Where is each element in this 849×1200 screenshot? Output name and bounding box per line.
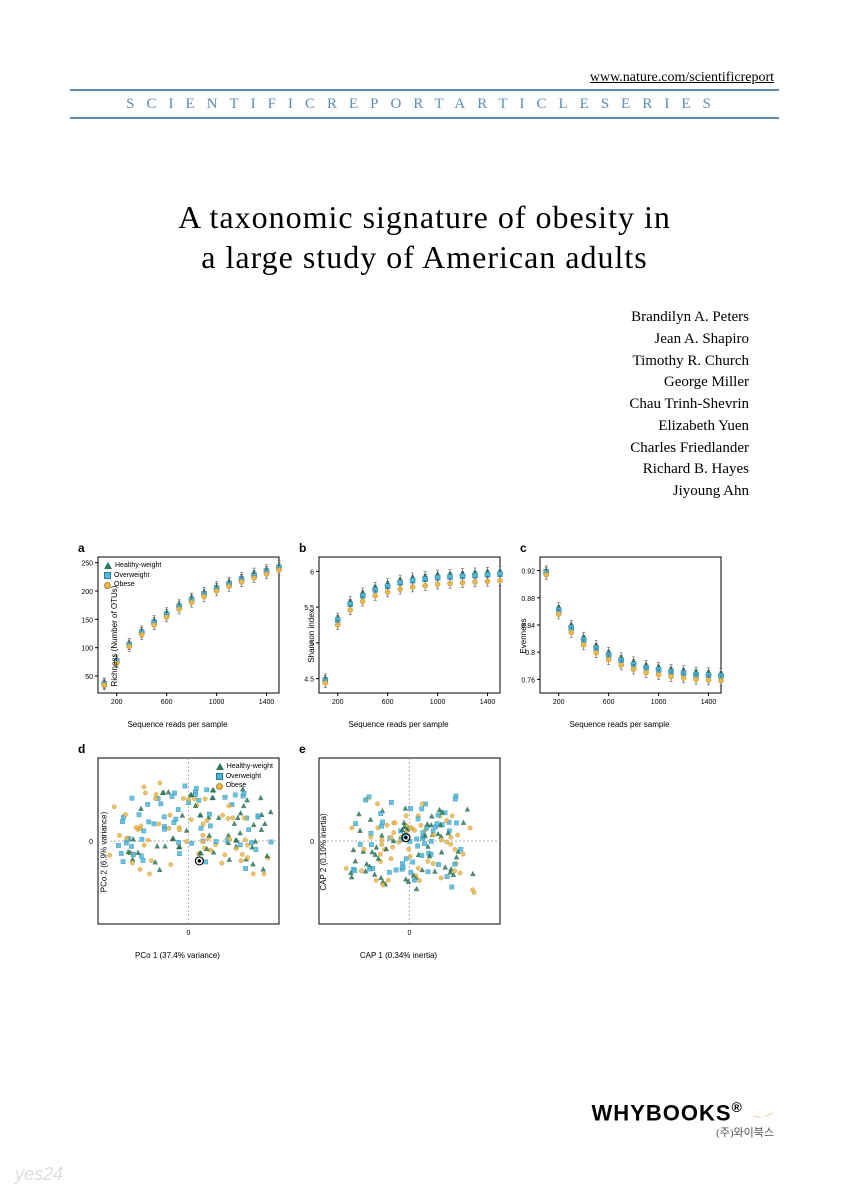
- panel-label: d: [78, 742, 85, 756]
- svg-text:1000: 1000: [430, 699, 446, 706]
- author: Jean A. Shapiro: [70, 329, 749, 351]
- y-axis-label: Evenness: [519, 618, 528, 653]
- y-axis-label: Shannon index: [307, 609, 316, 662]
- author: George Miller: [70, 372, 749, 394]
- svg-text:1400: 1400: [259, 699, 275, 706]
- svg-text:250: 250: [81, 560, 93, 567]
- panel-a: a Richness (Number of OTUs) Healthy-weig…: [70, 543, 285, 729]
- author: Brandilyn A. Peters: [70, 307, 749, 329]
- svg-text:0.76: 0.76: [521, 677, 535, 684]
- x-axis-label: CAP 1 (0.34% inertia): [291, 951, 506, 960]
- y-axis-label: CAP 2 (0.10% inertia): [319, 813, 328, 890]
- figure-row-2: d PCo 2 (6.9% variance) Healthy-weightOv…: [70, 744, 779, 960]
- svg-text:0: 0: [89, 839, 93, 846]
- svg-text:4.5: 4.5: [304, 676, 314, 683]
- panel-label: e: [299, 742, 306, 756]
- publisher-block: WHYBOOKS® (주)와이북스: [592, 1099, 774, 1140]
- x-axis-label: Sequence reads per sample: [70, 720, 285, 729]
- svg-text:200: 200: [111, 699, 123, 706]
- legend-item: Overweight: [216, 772, 273, 782]
- svg-text:200: 200: [81, 589, 93, 596]
- legend: Healthy-weightOverweightObese: [216, 762, 273, 791]
- author: Chau Trinh-Shevrin: [70, 394, 749, 416]
- legend: Healthy-weightOverweightObese: [104, 561, 161, 590]
- svg-text:50: 50: [85, 674, 93, 681]
- svg-text:1000: 1000: [209, 699, 225, 706]
- x-axis-label: PCo 1 (37.4% variance): [70, 951, 285, 960]
- svg-text:0.92: 0.92: [521, 568, 535, 575]
- legend-item: Obese: [216, 781, 273, 791]
- x-axis-label: Sequence reads per sample: [291, 720, 506, 729]
- panel-b: b Shannon index 4.555.5620060010001400 S…: [291, 543, 506, 729]
- figure-row-1: a Richness (Number of OTUs) Healthy-weig…: [70, 543, 779, 729]
- author: Timothy R. Church: [70, 351, 749, 373]
- author: Elizabeth Yuen: [70, 416, 749, 438]
- legend-item: Obese: [104, 580, 161, 590]
- y-axis-label: PCo 2 (6.9% variance): [100, 812, 109, 892]
- chart-svg: 0.760.80.840.880.9220060010001400: [512, 543, 727, 713]
- legend-item: Healthy-weight: [216, 762, 273, 772]
- y-axis-label: Richness (Number of OTUs): [110, 585, 119, 686]
- article-title: A taxonomic signature of obesity in a la…: [70, 197, 779, 277]
- panel-d: d PCo 2 (6.9% variance) Healthy-weightOv…: [70, 744, 285, 960]
- swoosh-icon: [752, 1110, 774, 1120]
- svg-text:200: 200: [332, 699, 344, 706]
- panel-label: a: [78, 541, 85, 555]
- chart-svg: 50 100 150 200 250 200 600 1000 1400: [70, 543, 285, 713]
- svg-text:600: 600: [161, 699, 173, 706]
- publisher-sub: (주)와이북스: [592, 1124, 774, 1140]
- svg-text:600: 600: [603, 699, 615, 706]
- panel-e: e CAP 2 (0.10% inertia) 0 0 CAP 1 (0.34% …: [291, 744, 506, 960]
- panel-c: c Evenness 0.760.80.840.880.922006001000…: [512, 543, 727, 729]
- author: Jiyoung Ahn: [70, 481, 749, 503]
- panel-label: b: [299, 541, 306, 555]
- author: Richard B. Hayes: [70, 459, 749, 481]
- figure-area: a Richness (Number of OTUs) Healthy-weig…: [70, 543, 779, 960]
- chart-svg: 4.555.5620060010001400: [291, 543, 506, 713]
- svg-text:1400: 1400: [701, 699, 717, 706]
- svg-text:600: 600: [382, 699, 394, 706]
- watermark: yes24: [15, 1164, 63, 1185]
- svg-text:6: 6: [310, 569, 314, 576]
- page: www.nature.com/scientificreport SCIENTIF…: [0, 0, 849, 1025]
- svg-text:200: 200: [553, 699, 565, 706]
- series-bar: SCIENTIFICREPORTARTICLESERIES: [70, 89, 779, 119]
- panel-label: c: [520, 541, 527, 555]
- author-list: Brandilyn A. PetersJean A. ShapiroTimoth…: [70, 307, 779, 503]
- svg-text:0.88: 0.88: [521, 596, 535, 603]
- svg-text:1400: 1400: [480, 699, 496, 706]
- legend-item: Healthy-weight: [104, 561, 161, 571]
- source-url: www.nature.com/scientificreport: [70, 70, 779, 86]
- publisher-name: WHYBOOKS®: [592, 1099, 774, 1126]
- svg-text:0: 0: [187, 930, 191, 937]
- svg-text:100: 100: [81, 645, 93, 652]
- legend-item: Overweight: [104, 571, 161, 581]
- author: Charles Friedlander: [70, 438, 749, 460]
- svg-text:150: 150: [81, 617, 93, 624]
- series-text: SCIENTIFICREPORTARTICLESERIES: [126, 96, 723, 112]
- svg-text:1000: 1000: [651, 699, 667, 706]
- x-axis-label: Sequence reads per sample: [512, 720, 727, 729]
- svg-text:0: 0: [408, 930, 412, 937]
- svg-text:0: 0: [310, 839, 314, 846]
